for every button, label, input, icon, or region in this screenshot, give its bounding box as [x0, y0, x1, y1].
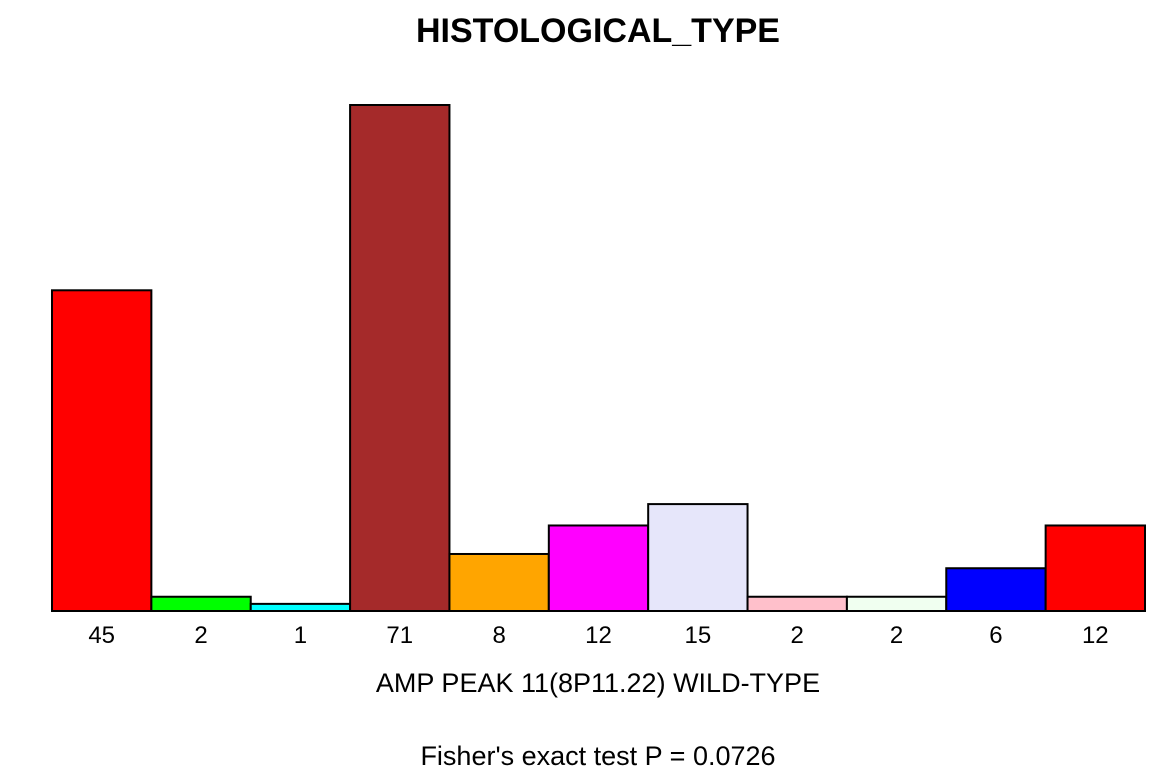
bars-group — [51, 104, 1146, 613]
bar-6 — [647, 503, 749, 613]
tick-label-8: 2 — [890, 622, 903, 649]
tick-label-5: 12 — [585, 622, 612, 649]
bar-9 — [945, 567, 1047, 613]
x-axis-label: AMP PEAK 11(8P11.22) WILD-TYPE — [376, 668, 820, 698]
tick-label-4: 8 — [492, 622, 505, 649]
bar-2 — [249, 602, 352, 612]
bar-4 — [448, 552, 550, 612]
tick-labels-group: 45 2 1 71 8 12 15 2 2 6 12 — [88, 622, 1108, 649]
bar-8 — [845, 595, 948, 612]
bar-7 — [746, 595, 848, 612]
fisher-test-note: Fisher's exact test P = 0.0726 — [420, 741, 775, 771]
bar-10 — [1044, 524, 1146, 613]
tick-label-0: 45 — [88, 622, 115, 649]
tick-label-7: 2 — [791, 622, 804, 649]
bar-0 — [51, 289, 153, 612]
tick-label-9: 6 — [989, 622, 1002, 649]
bar-1 — [150, 595, 252, 612]
tick-label-6: 15 — [685, 622, 712, 649]
tick-label-3: 71 — [386, 622, 413, 649]
tick-label-1: 2 — [194, 622, 207, 649]
tick-label-2: 1 — [294, 622, 307, 649]
bar-3 — [349, 104, 451, 612]
chart-title: HISTOLOGICAL_TYPE — [416, 12, 780, 50]
tick-label-10: 12 — [1082, 622, 1109, 649]
bar-5 — [547, 524, 650, 613]
